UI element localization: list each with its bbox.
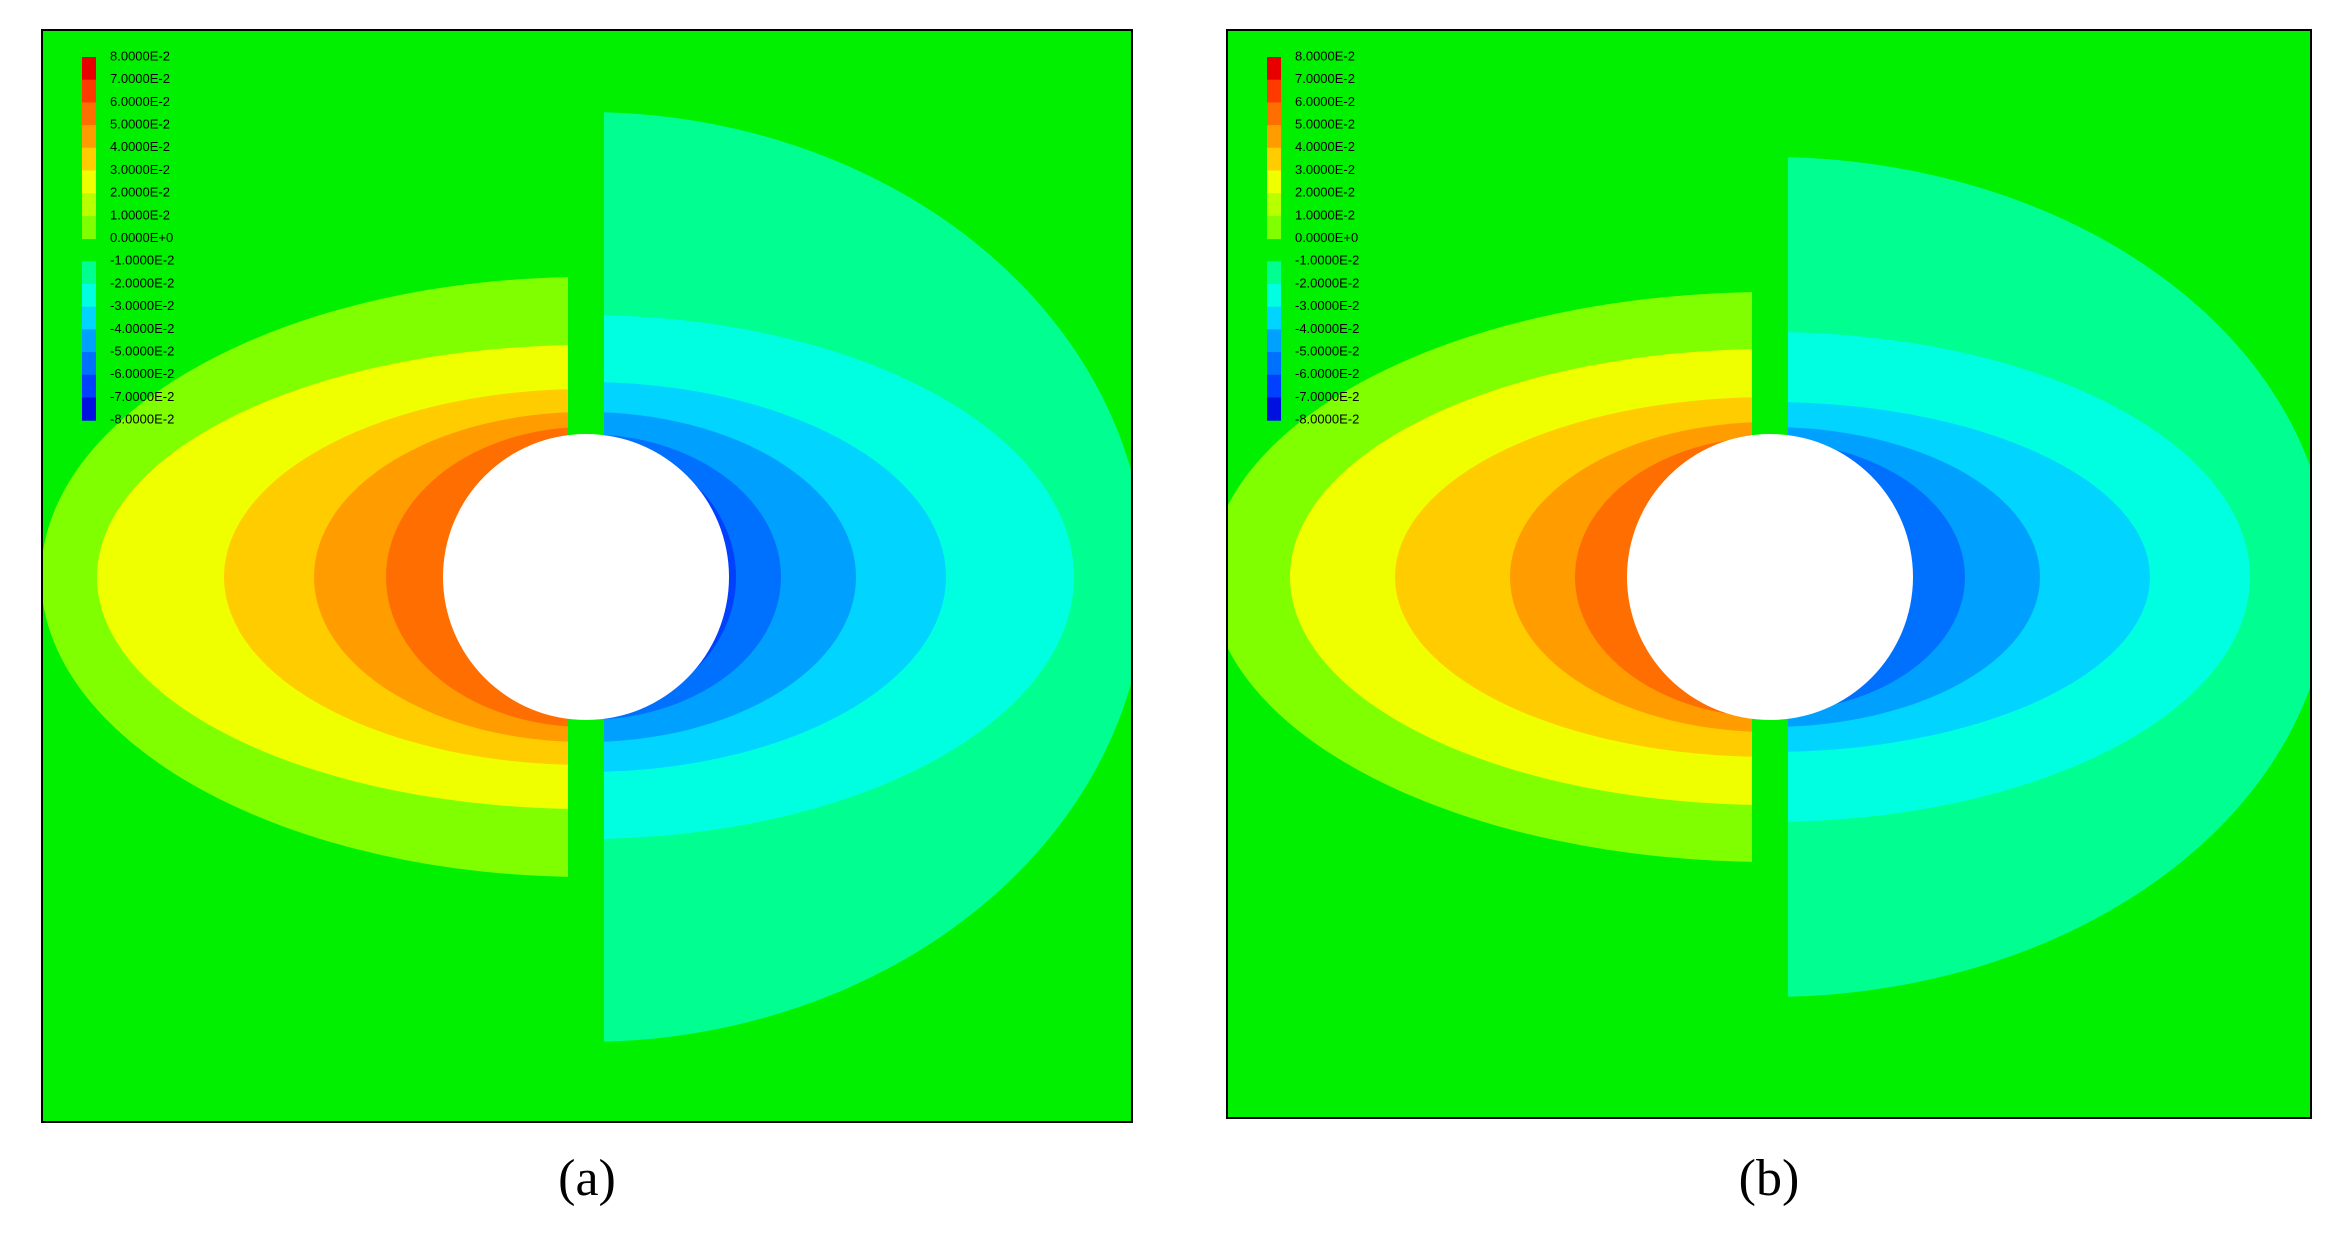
colorbar-swatch bbox=[1267, 397, 1281, 421]
colorbar-swatch bbox=[82, 284, 96, 308]
colorbar-label: -1.0000E-2 bbox=[110, 253, 174, 268]
colorbar-swatch bbox=[1267, 57, 1281, 81]
contour-panel: 8.0000E-2 7.0000E-2 6.0000E-2 5.0000E-2 4.00… bbox=[1226, 29, 2312, 1119]
colorbar-label: -1.0000E-2 bbox=[1295, 253, 1359, 268]
colorbar-swatch bbox=[82, 306, 96, 330]
colorbar-label: 5.0000E-2 bbox=[110, 117, 170, 132]
colorbar-label: -2.0000E-2 bbox=[110, 275, 174, 290]
colorbar-swatch bbox=[1267, 306, 1281, 330]
colorbar-label: -4.0000E-2 bbox=[110, 321, 174, 336]
colorbar-label: -5.0000E-2 bbox=[110, 344, 174, 359]
colorbar-label: 6.0000E-2 bbox=[110, 94, 170, 109]
colorbar-label: 7.0000E-2 bbox=[110, 71, 170, 86]
panel-caption: (b) bbox=[1739, 1150, 1800, 1207]
colorbar-label: -6.0000E-2 bbox=[1295, 366, 1359, 381]
hole bbox=[443, 434, 729, 720]
colorbar-swatch bbox=[82, 57, 96, 81]
colorbar-swatch bbox=[1267, 284, 1281, 308]
colorbar-swatch bbox=[1267, 125, 1281, 149]
colorbar-label: 7.0000E-2 bbox=[1295, 71, 1355, 86]
colorbar-label: -6.0000E-2 bbox=[110, 366, 174, 381]
colorbar-swatch bbox=[1267, 329, 1281, 353]
colorbar-swatch bbox=[1267, 374, 1281, 398]
colorbar-swatch bbox=[1267, 170, 1281, 194]
colorbar-label: -2.0000E-2 bbox=[1295, 275, 1359, 290]
colorbar-swatch bbox=[1267, 193, 1281, 217]
colorbar-label: 3.0000E-2 bbox=[1295, 162, 1355, 177]
colorbar-label: 8.0000E-2 bbox=[110, 48, 170, 63]
colorbar-label: 3.0000E-2 bbox=[110, 162, 170, 177]
colorbar-label: 4.0000E-2 bbox=[1295, 139, 1355, 154]
colorbar-label: -8.0000E-2 bbox=[110, 412, 174, 427]
colorbar-label: 1.0000E-2 bbox=[110, 207, 170, 222]
colorbar-swatch bbox=[82, 170, 96, 194]
colorbar-swatch bbox=[82, 352, 96, 376]
panel-border bbox=[41, 29, 1133, 1123]
panel-caption: (a) bbox=[558, 1150, 616, 1207]
contour-field bbox=[1227, 30, 2311, 1118]
colorbar-swatch bbox=[82, 79, 96, 103]
colorbar-label: 6.0000E-2 bbox=[1295, 94, 1355, 109]
colorbar-label: -5.0000E-2 bbox=[1295, 344, 1359, 359]
colorbar-label: -8.0000E-2 bbox=[1295, 412, 1359, 427]
colorbar-label: -3.0000E-2 bbox=[110, 298, 174, 313]
colorbar-swatch bbox=[82, 397, 96, 421]
panel-border bbox=[1226, 29, 2312, 1119]
colorbar-swatch bbox=[82, 329, 96, 353]
colorbar-label: 0.0000E+0 bbox=[1295, 230, 1358, 245]
colorbar-swatch bbox=[1267, 79, 1281, 103]
colorbar-swatch bbox=[82, 102, 96, 126]
hole bbox=[1627, 434, 1913, 720]
contour-panel: 8.0000E-2 7.0000E-2 6.0000E-2 5.0000E-2 4.00… bbox=[41, 29, 1133, 1123]
colorbar-swatch bbox=[82, 193, 96, 217]
colorbar-label: 1.0000E-2 bbox=[1295, 207, 1355, 222]
colorbar-label: 4.0000E-2 bbox=[110, 139, 170, 154]
colorbar-label: -7.0000E-2 bbox=[110, 389, 174, 404]
colorbar-swatch bbox=[1267, 102, 1281, 126]
colorbar-swatch bbox=[82, 147, 96, 171]
colorbar-label: 8.0000E-2 bbox=[1295, 48, 1355, 63]
contour-field bbox=[42, 30, 1132, 1122]
colorbar-label: 2.0000E-2 bbox=[1295, 185, 1355, 200]
colorbar-swatch bbox=[1267, 352, 1281, 376]
colorbar-swatch bbox=[82, 261, 96, 285]
colorbar-label: 5.0000E-2 bbox=[1295, 117, 1355, 132]
colorbar-swatch bbox=[1267, 261, 1281, 285]
colorbar-label: -7.0000E-2 bbox=[1295, 389, 1359, 404]
colorbar-swatch bbox=[82, 215, 96, 240]
colorbar-swatch bbox=[1267, 215, 1281, 240]
colorbar-label: -4.0000E-2 bbox=[1295, 321, 1359, 336]
colorbar-label: 0.0000E+0 bbox=[110, 230, 173, 245]
colorbar-label: -3.0000E-2 bbox=[1295, 298, 1359, 313]
colorbar-swatch bbox=[82, 374, 96, 398]
colorbar-label: 2.0000E-2 bbox=[110, 185, 170, 200]
colorbar-swatch bbox=[1267, 147, 1281, 171]
colorbar-swatch bbox=[82, 125, 96, 149]
